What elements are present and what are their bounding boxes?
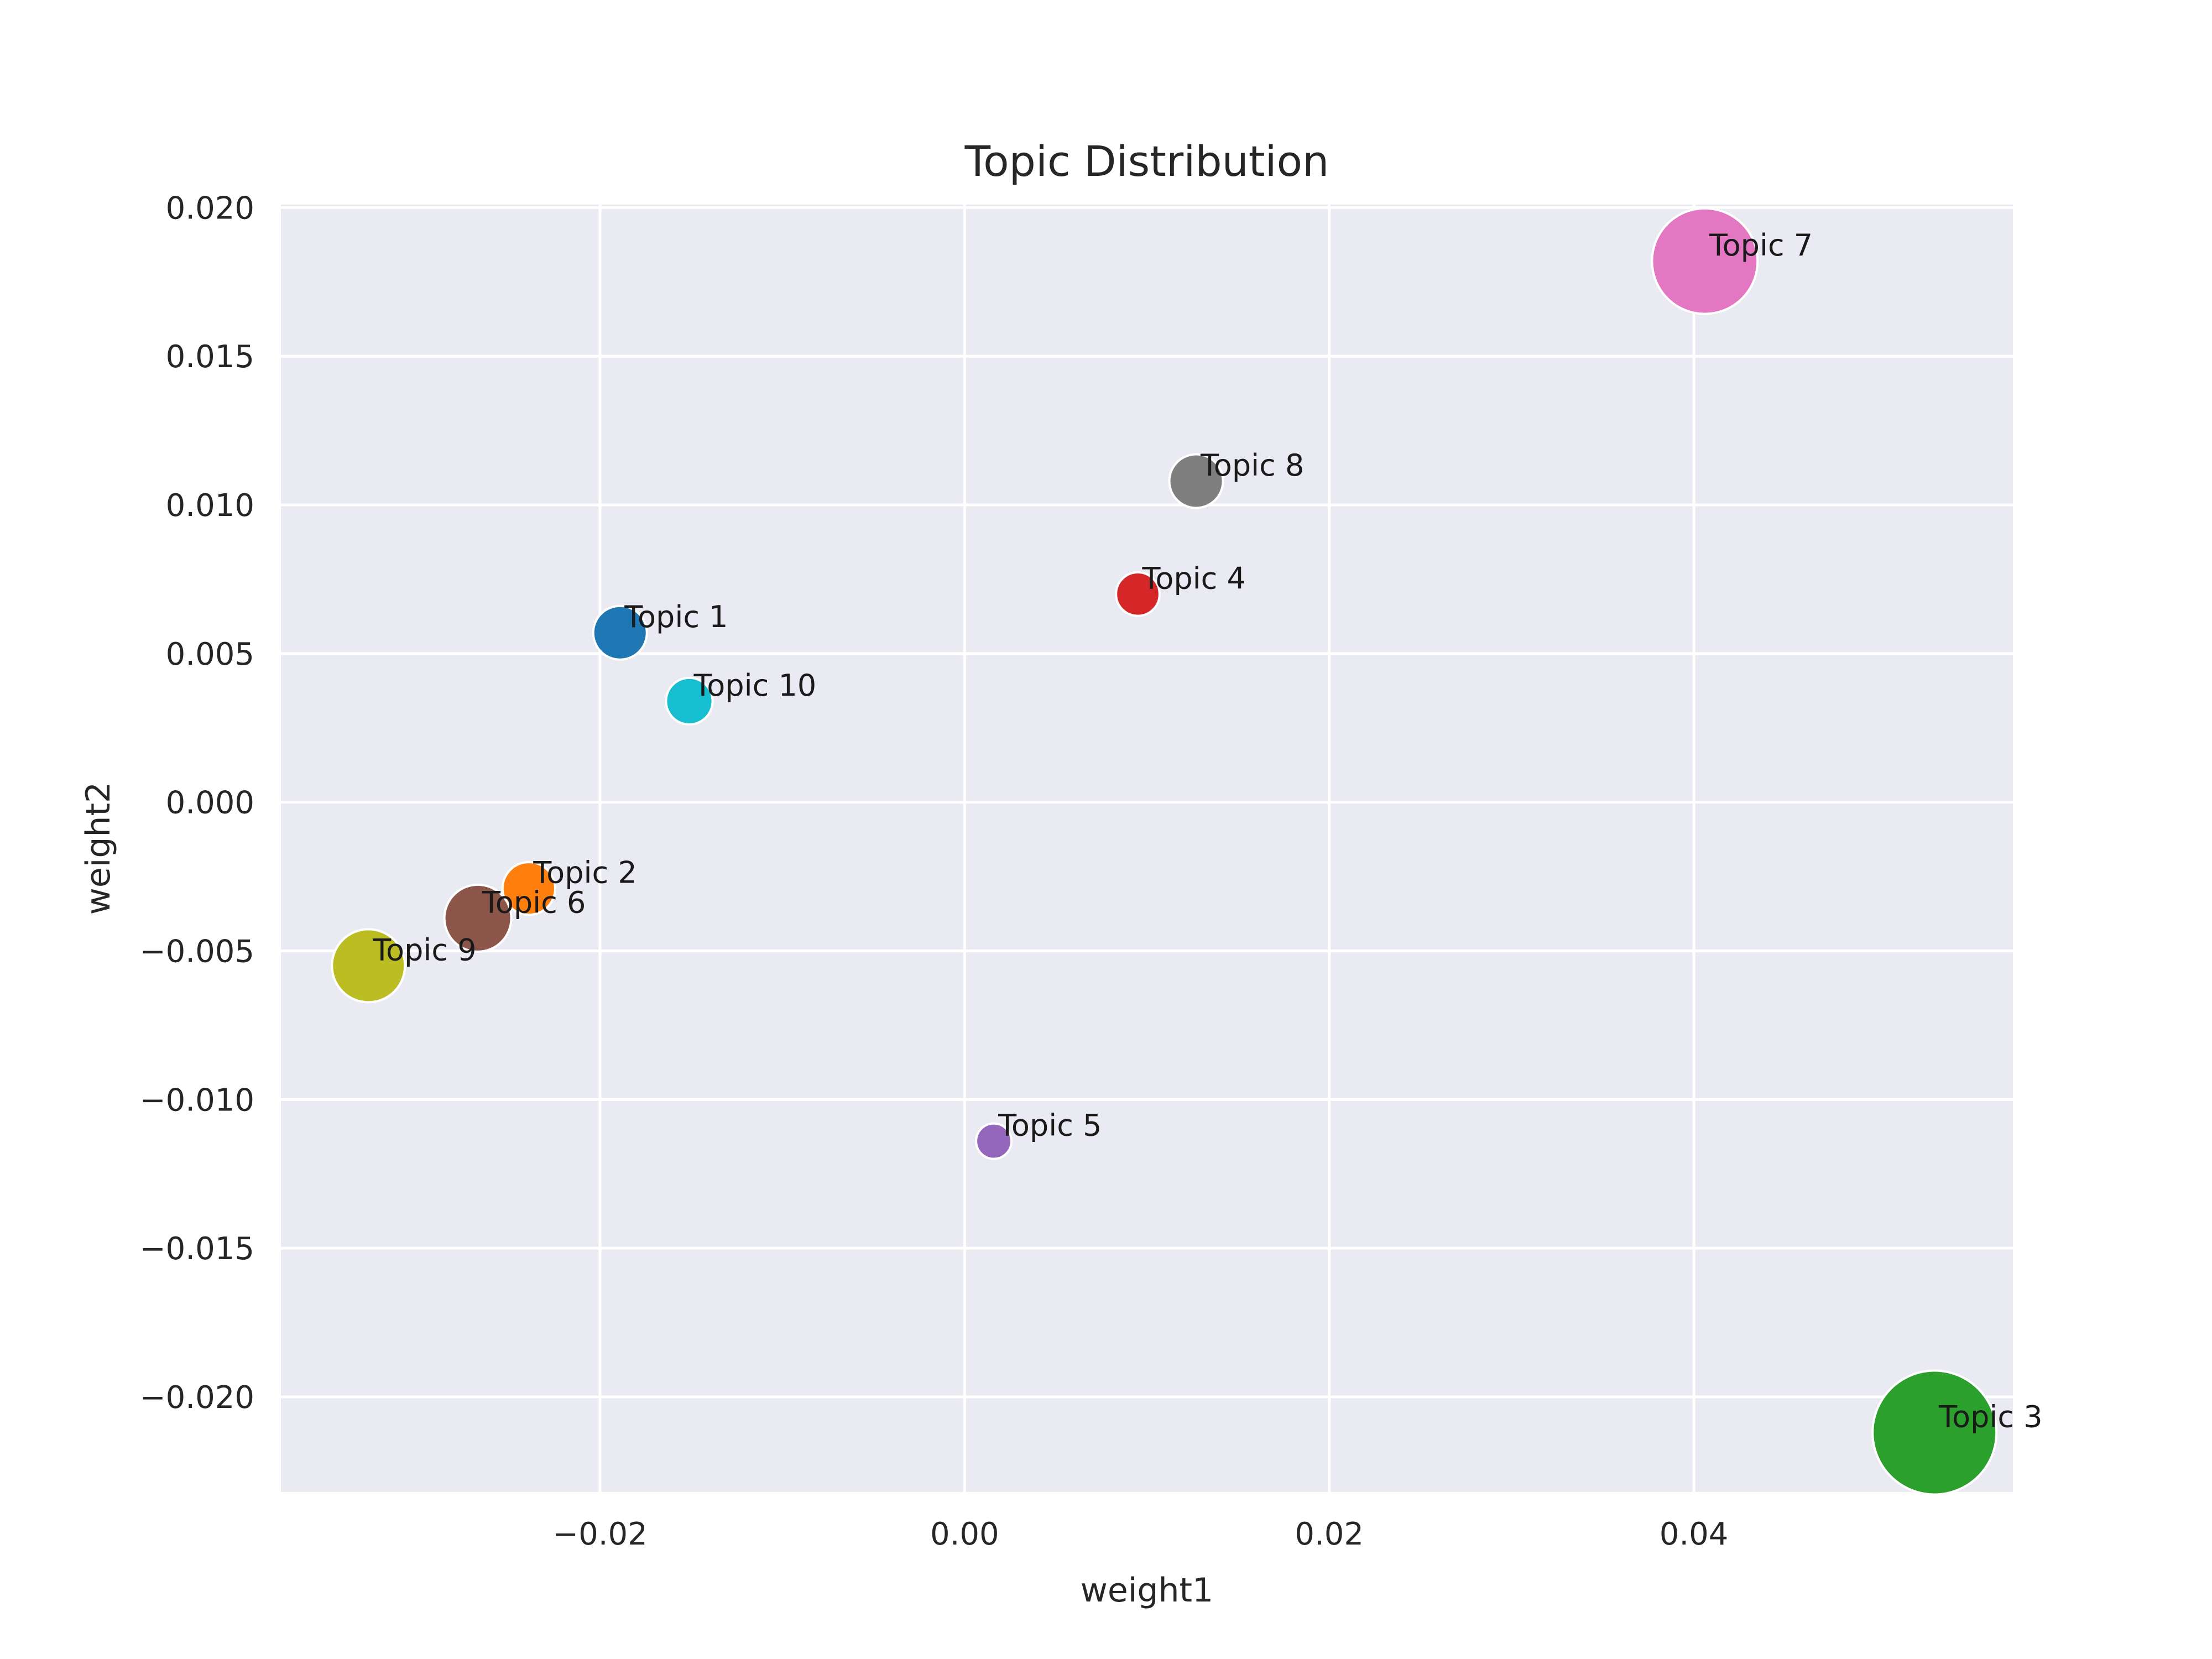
point-label: Topic 5 xyxy=(998,1108,1102,1143)
y-tick-label: −0.015 xyxy=(140,1231,254,1267)
y-tick-label: −0.005 xyxy=(140,933,254,969)
x-tick-label: 0.00 xyxy=(930,1516,999,1552)
y-tick-label: −0.010 xyxy=(140,1082,254,1118)
x-tick-label: 0.04 xyxy=(1660,1516,1729,1552)
x-axis-label: weight1 xyxy=(1081,1571,1213,1610)
data-point xyxy=(443,883,513,953)
y-tick-label: 0.015 xyxy=(166,339,254,375)
point-labels: Topic 1 Topic 2 Topic 3 Topic 4 Topic 5 Topic… xyxy=(372,228,2042,1434)
point-label: Topic 3 xyxy=(1938,1399,2042,1434)
y-axis-ticks: 0.020 0.015 0.010 0.005 0.000 −0.005 −0.010 −0.… xyxy=(140,190,254,1416)
point-label: Topic 2 xyxy=(533,855,637,890)
data-point xyxy=(501,860,556,916)
data-point xyxy=(1871,1369,1998,1496)
point-label: Topic 1 xyxy=(624,599,728,634)
chart-title: Topic Distribution xyxy=(964,137,1329,186)
data-point xyxy=(1651,207,1759,315)
point-label: Topic 6 xyxy=(482,885,586,920)
x-tick-label: 0.02 xyxy=(1295,1516,1364,1552)
data-point xyxy=(665,676,714,726)
x-axis-ticks: −0.02 0.00 0.02 0.04 xyxy=(552,1516,1728,1552)
y-tick-label: 0.020 xyxy=(166,190,254,226)
point-label: Topic 4 xyxy=(1142,561,1246,596)
data-point xyxy=(1115,571,1161,617)
x-tick-label: −0.02 xyxy=(552,1516,648,1552)
y-tick-label: 0.005 xyxy=(166,637,254,672)
y-axis-label: weight2 xyxy=(79,782,118,915)
point-label: Topic 9 xyxy=(372,932,476,967)
point-label: Topic 8 xyxy=(1200,448,1304,483)
grid xyxy=(281,205,2013,1492)
data-points xyxy=(331,207,1998,1496)
data-point xyxy=(592,604,648,661)
data-point xyxy=(975,1122,1013,1160)
point-label: Topic 7 xyxy=(1709,228,1813,263)
plot-background xyxy=(281,205,2013,1492)
data-point xyxy=(1168,453,1224,509)
y-tick-label: 0.000 xyxy=(166,785,254,821)
data-point xyxy=(331,928,406,1004)
y-tick-label: 0.010 xyxy=(166,488,254,524)
y-tick-label: −0.020 xyxy=(140,1380,254,1416)
point-label: Topic 10 xyxy=(693,668,816,703)
